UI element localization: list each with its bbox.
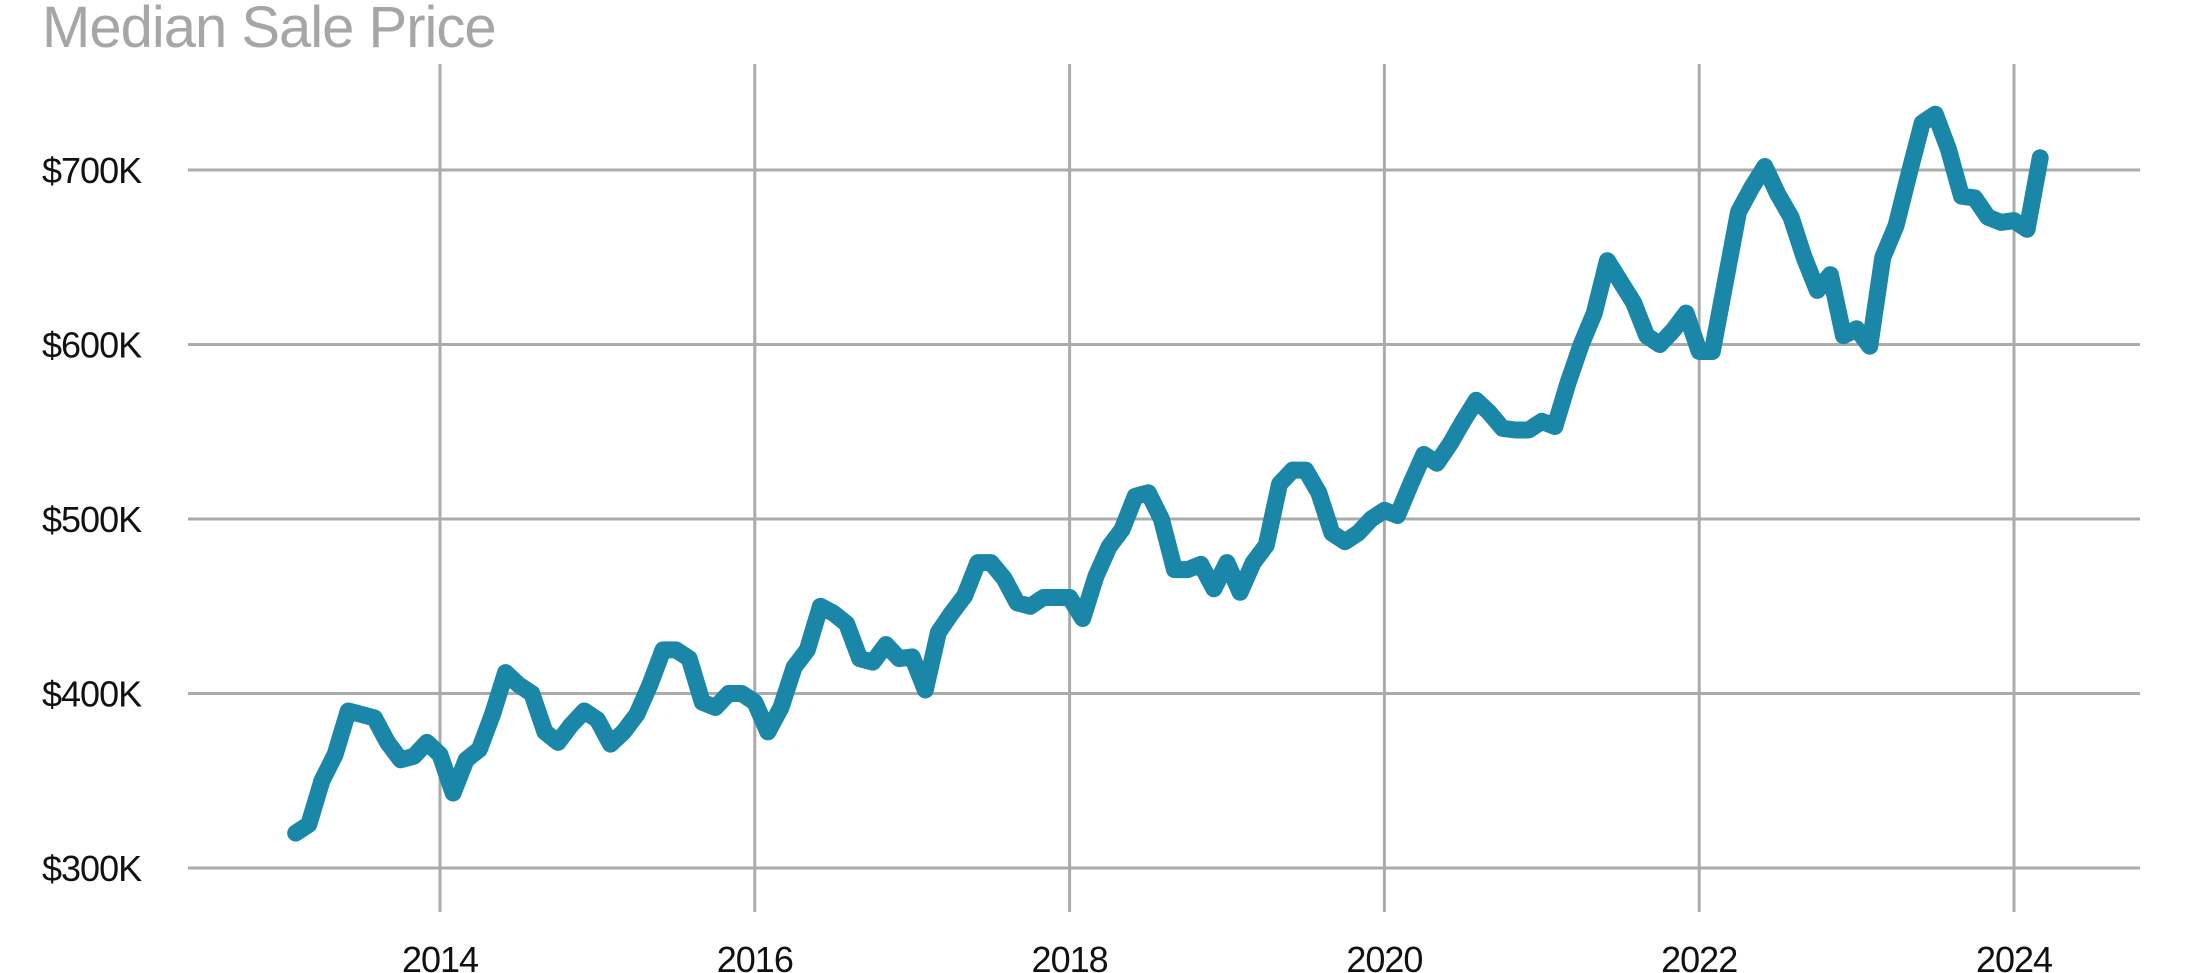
- chart-title: Median Sale Price: [42, 0, 497, 60]
- tick-labels: $300K $400K $500K $600K $700K 2014 2016 2018 202…: [42, 150, 2053, 973]
- series-layer: [287, 105, 2049, 842]
- y-tick-label: $500K: [42, 499, 142, 540]
- y-tick-label: $300K: [42, 848, 142, 889]
- x-tick-label: 2018: [1032, 939, 1108, 973]
- y-tick-label: $400K: [42, 674, 142, 715]
- grid-layer: [188, 64, 2140, 912]
- x-tick-label: 2014: [402, 939, 478, 973]
- y-tick-label: $700K: [42, 150, 142, 191]
- x-tick-label: 2016: [717, 939, 793, 973]
- x-tick-label: 2020: [1346, 939, 1422, 973]
- x-tick-label: 2022: [1661, 939, 1737, 973]
- series-line: [287, 105, 2049, 842]
- x-tick-label: 2024: [1976, 939, 2052, 973]
- y-tick-label: $600K: [42, 325, 142, 366]
